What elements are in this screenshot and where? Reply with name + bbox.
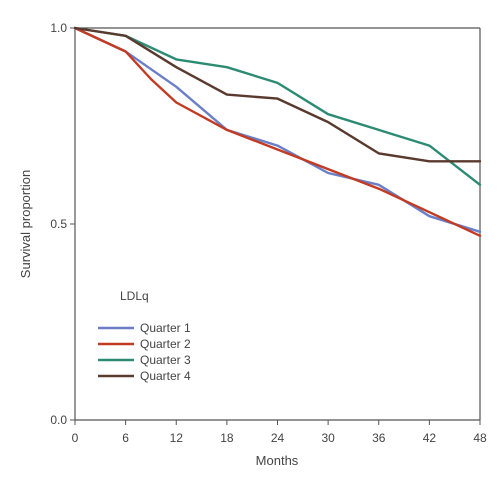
legend-items: Quarter 1 Quarter 2 Quarter 3 Quarter 4 — [98, 321, 191, 383]
x-tick-label: 18 — [220, 431, 234, 445]
x-tick-label: 0 — [72, 431, 79, 445]
series-line-quarter-3 — [73, 26, 482, 187]
x-tick-label: 24 — [271, 431, 285, 445]
y-axis-title: Survival proportion — [18, 170, 33, 278]
x-tick-label: 36 — [372, 431, 386, 445]
legend-label-quarter-3: Quarter 3 — [140, 353, 191, 367]
x-ticks: 0 6 12 18 24 30 36 42 48 — [72, 420, 487, 445]
x-axis-title: Months — [256, 453, 299, 468]
x-tick-label: 30 — [321, 431, 335, 445]
legend-label-quarter-1: Quarter 1 — [140, 321, 191, 335]
y-tick-label: 0.5 — [50, 217, 67, 231]
series-line-quarter-2 — [73, 26, 482, 238]
axes — [74, 27, 481, 421]
x-tick-label: 6 — [122, 431, 129, 445]
y-tick-label: 0.0 — [50, 413, 67, 427]
series-line-quarter-4 — [73, 26, 482, 163]
series-line-quarter-1 — [73, 26, 482, 234]
y-tick-label: 1.0 — [50, 21, 67, 35]
legend-label-quarter-2: Quarter 2 — [140, 337, 191, 351]
x-tick-label: 48 — [473, 431, 487, 445]
y-ticks: 0.0 0.5 1.0 — [50, 21, 75, 427]
x-tick-label: 12 — [170, 431, 184, 445]
legend-title: LDLq — [120, 289, 149, 303]
legend-label-quarter-4: Quarter 4 — [140, 369, 191, 383]
series-lines — [73, 26, 482, 238]
x-tick-label: 42 — [423, 431, 437, 445]
